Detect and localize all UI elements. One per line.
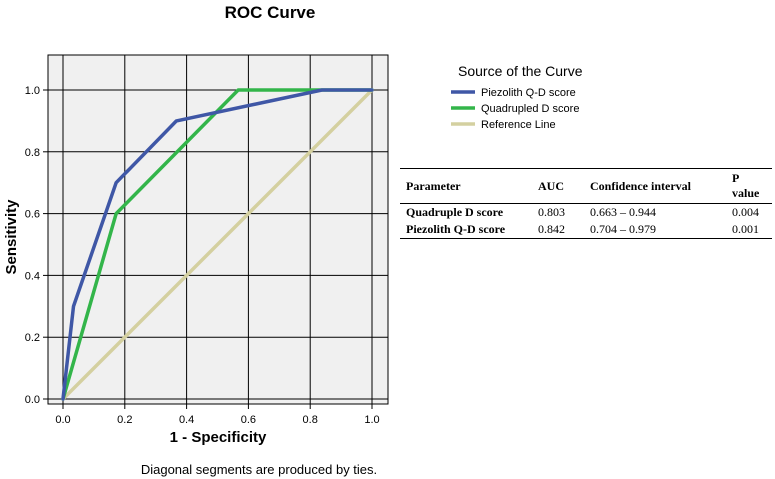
table-cell: 0.004 xyxy=(732,205,759,219)
series-lines xyxy=(61,88,374,401)
y-axis-label: Sensitivity xyxy=(3,199,20,275)
y-tick-label: 0.0 xyxy=(25,394,40,406)
legend-items: Piezolith Q-D score Quadrupled D score Ref… xyxy=(451,87,579,131)
chart-footnote: Diagonal segments are produced by ties. xyxy=(141,462,377,477)
y-tick-label: 0.4 xyxy=(25,270,40,282)
table-header: Parameter xyxy=(406,178,461,193)
table-cell: 0.704 – 0.979 xyxy=(590,222,656,236)
legend: Source of the Curve Piezolith Q-D score Q… xyxy=(451,63,583,131)
x-tick-label: 0.2 xyxy=(117,414,132,426)
table-cell: Quadruple D score xyxy=(406,205,504,219)
table-cell: 0.842 xyxy=(538,222,565,236)
y-tick-label: 0.8 xyxy=(25,147,40,159)
legend-label: Reference Line xyxy=(481,119,556,131)
x-axis-label: 1 - Specificity xyxy=(170,429,267,446)
y-axis-ticks: 0.0 0.2 0.4 0.6 0.8 1.0 xyxy=(25,85,48,406)
table-header-row: Parameter AUC Confidence interval P valu… xyxy=(400,168,772,204)
auc-table: Parameter AUC Confidence interval P valu… xyxy=(400,168,772,239)
table-header: P value xyxy=(732,171,760,200)
x-tick-label: 0.6 xyxy=(241,414,256,426)
y-tick-label: 1.0 xyxy=(25,85,40,97)
table-row: Quadruple D score 0.803 0.663 – 0.944 0.… xyxy=(400,204,772,222)
table-cell: 0.663 – 0.944 xyxy=(590,205,656,219)
x-axis-ticks: 0.0 0.2 0.4 0.6 0.8 1.0 xyxy=(55,404,380,426)
series-line xyxy=(61,88,374,401)
table-header: Confidence interval xyxy=(590,178,691,193)
series-line xyxy=(61,88,374,401)
x-tick-label: 0.8 xyxy=(303,414,318,426)
x-tick-label: 0.0 xyxy=(55,414,70,426)
y-tick-label: 0.2 xyxy=(25,332,40,344)
legend-title: Source of the Curve xyxy=(458,63,583,79)
table-cell: 0.001 xyxy=(732,222,759,236)
legend-label: Quadrupled D score xyxy=(481,103,579,115)
y-tick-label: 0.6 xyxy=(25,209,40,221)
series-line xyxy=(61,88,374,401)
x-tick-label: 0.4 xyxy=(179,414,194,426)
chart-title: ROC Curve xyxy=(225,3,316,22)
x-tick-label: 1.0 xyxy=(364,414,379,426)
table-row: Piezolith Q-D score 0.842 0.704 – 0.979 … xyxy=(400,221,772,239)
table-header: AUC xyxy=(538,178,564,193)
table-cell: 0.803 xyxy=(538,205,565,219)
table-cell: Piezolith Q-D score xyxy=(406,222,506,236)
legend-label: Piezolith Q-D score xyxy=(481,87,576,99)
